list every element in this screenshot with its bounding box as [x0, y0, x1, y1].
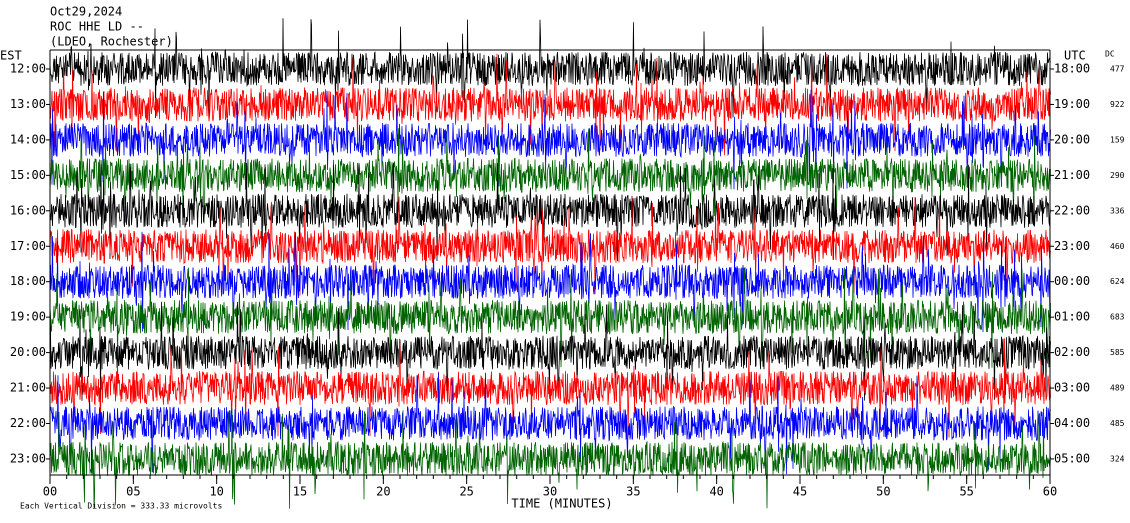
dc-value: 585 — [1110, 348, 1125, 357]
trace — [49, 126, 1051, 227]
est-row-label: 17:00 — [10, 239, 46, 253]
est-row-label: 15:00 — [10, 168, 46, 182]
x-tick-label: 35 — [626, 485, 640, 499]
utc-row-label: 04:00 — [1054, 416, 1090, 430]
left-axis-label: EST — [0, 49, 22, 63]
trace — [49, 89, 1051, 190]
est-row-label: 18:00 — [10, 274, 46, 288]
dc-value: 922 — [1110, 100, 1125, 109]
trace — [49, 301, 1051, 404]
x-tick-label: 40 — [709, 485, 723, 499]
x-axis-label: TIME (MINUTES) — [511, 497, 612, 511]
x-tick-label: 50 — [876, 485, 890, 499]
trace — [49, 53, 1051, 156]
est-row-label: 12:00 — [10, 62, 46, 76]
est-row-label: 14:00 — [10, 132, 46, 146]
x-tick-label: 00 — [43, 485, 57, 499]
x-tick-label: 10 — [209, 485, 223, 499]
x-tick-label: 60 — [1043, 485, 1057, 499]
dc-label: DC — [1105, 50, 1115, 59]
dc-value: 336 — [1110, 206, 1125, 215]
trace — [49, 162, 1051, 262]
trace — [49, 408, 1051, 509]
utc-row-label: 01:00 — [1054, 310, 1090, 324]
dc-value: 624 — [1110, 277, 1125, 286]
x-tick-label: 55 — [959, 485, 973, 499]
x-tick-label: 30 — [543, 485, 557, 499]
trace — [49, 338, 1051, 439]
dc-value: 324 — [1110, 454, 1125, 463]
traces — [49, 18, 1051, 509]
utc-row-label: 18:00 — [1054, 62, 1090, 76]
x-tick-label: 45 — [793, 485, 807, 499]
dc-value: 159 — [1110, 135, 1125, 144]
est-row-label: 23:00 — [10, 451, 46, 465]
dc-value: 290 — [1110, 171, 1125, 180]
right-axis-label: UTC — [1064, 49, 1086, 63]
scale-note: Each Vertical Division = 333.33 microvol… — [20, 502, 222, 511]
dc-value: 489 — [1110, 384, 1125, 393]
trace — [49, 195, 1051, 296]
x-tick-label: 15 — [293, 485, 307, 499]
est-row-label: 22:00 — [10, 416, 46, 430]
dc-value: 485 — [1110, 419, 1125, 428]
dc-value: 460 — [1110, 242, 1125, 251]
trace — [49, 231, 1051, 333]
x-tick-label: 25 — [459, 485, 473, 499]
title-line: (LDEO, Rochester) — [50, 35, 173, 49]
dc-value: 477 — [1110, 65, 1125, 74]
title-line: ROC HHE LD -- — [50, 20, 144, 34]
x-tick-label: 05 — [126, 485, 140, 499]
trace — [49, 18, 1051, 119]
est-row-label: 13:00 — [10, 97, 46, 111]
utc-row-label: 03:00 — [1054, 381, 1090, 395]
utc-row-label: 22:00 — [1054, 203, 1090, 217]
utc-row-label: 05:00 — [1054, 451, 1090, 465]
dc-value: 683 — [1110, 313, 1125, 322]
utc-row-label: 21:00 — [1054, 168, 1090, 182]
est-row-label: 16:00 — [10, 203, 46, 217]
utc-row-label: 20:00 — [1054, 132, 1090, 146]
utc-row-label: 23:00 — [1054, 239, 1090, 253]
utc-row-label: 19:00 — [1054, 97, 1090, 111]
title-line: Oct29,2024 — [50, 5, 122, 19]
est-row-label: 20:00 — [10, 345, 46, 359]
utc-row-label: 00:00 — [1054, 274, 1090, 288]
trace — [49, 266, 1051, 368]
x-tick-label: 20 — [376, 485, 390, 499]
utc-row-label: 02:00 — [1054, 345, 1090, 359]
est-row-label: 21:00 — [10, 381, 46, 395]
est-row-label: 19:00 — [10, 310, 46, 324]
trace — [49, 372, 1051, 475]
